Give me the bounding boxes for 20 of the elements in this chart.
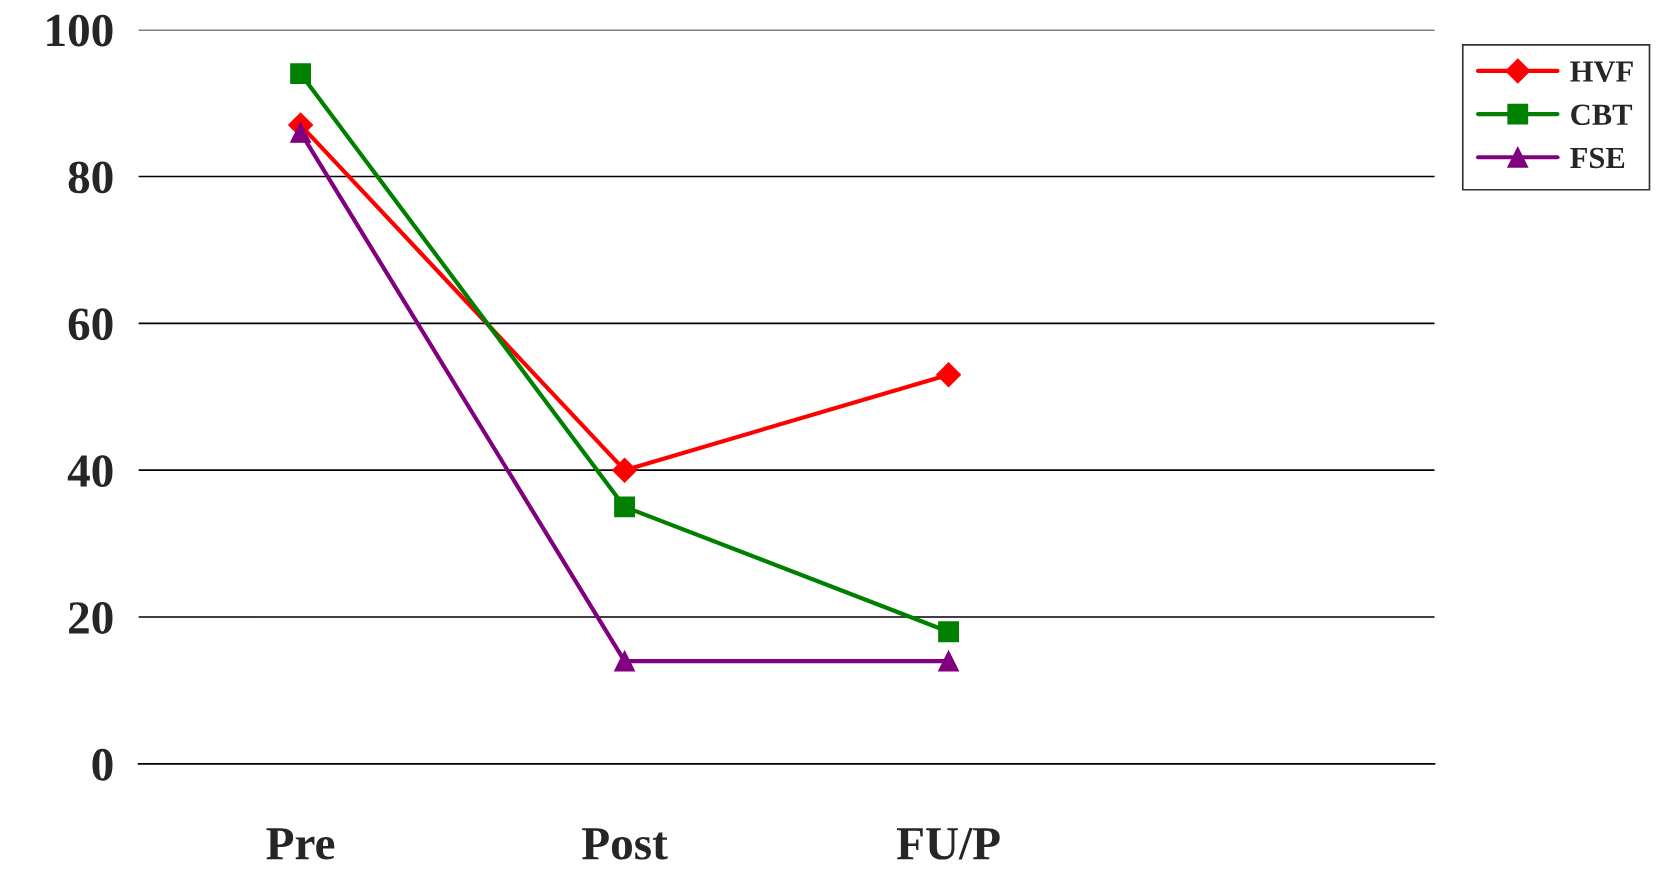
point: [614, 496, 635, 518]
point: [936, 362, 962, 388]
point: [612, 457, 638, 483]
point: [938, 621, 959, 643]
y-tick-label: 100: [47, 14, 113, 47]
legend-label: HVF: [1570, 61, 1633, 83]
legend-label: FSE: [1570, 147, 1625, 169]
y-tick-label: 60: [68, 308, 113, 341]
point: [290, 63, 312, 85]
point: [290, 122, 312, 143]
y-tick-label: 80: [68, 161, 113, 194]
y-tick-label: 0: [92, 748, 113, 781]
x-tick-label: Pre: [266, 828, 335, 860]
legend-label: CBT: [1571, 104, 1633, 126]
x-tick-label: FU/P: [896, 828, 1000, 860]
y-tick-label: 20: [69, 602, 113, 634]
x-tick-label: Post: [582, 828, 668, 860]
point: [614, 650, 635, 672]
point: [938, 650, 959, 672]
y-tick-label: 40: [67, 455, 113, 488]
